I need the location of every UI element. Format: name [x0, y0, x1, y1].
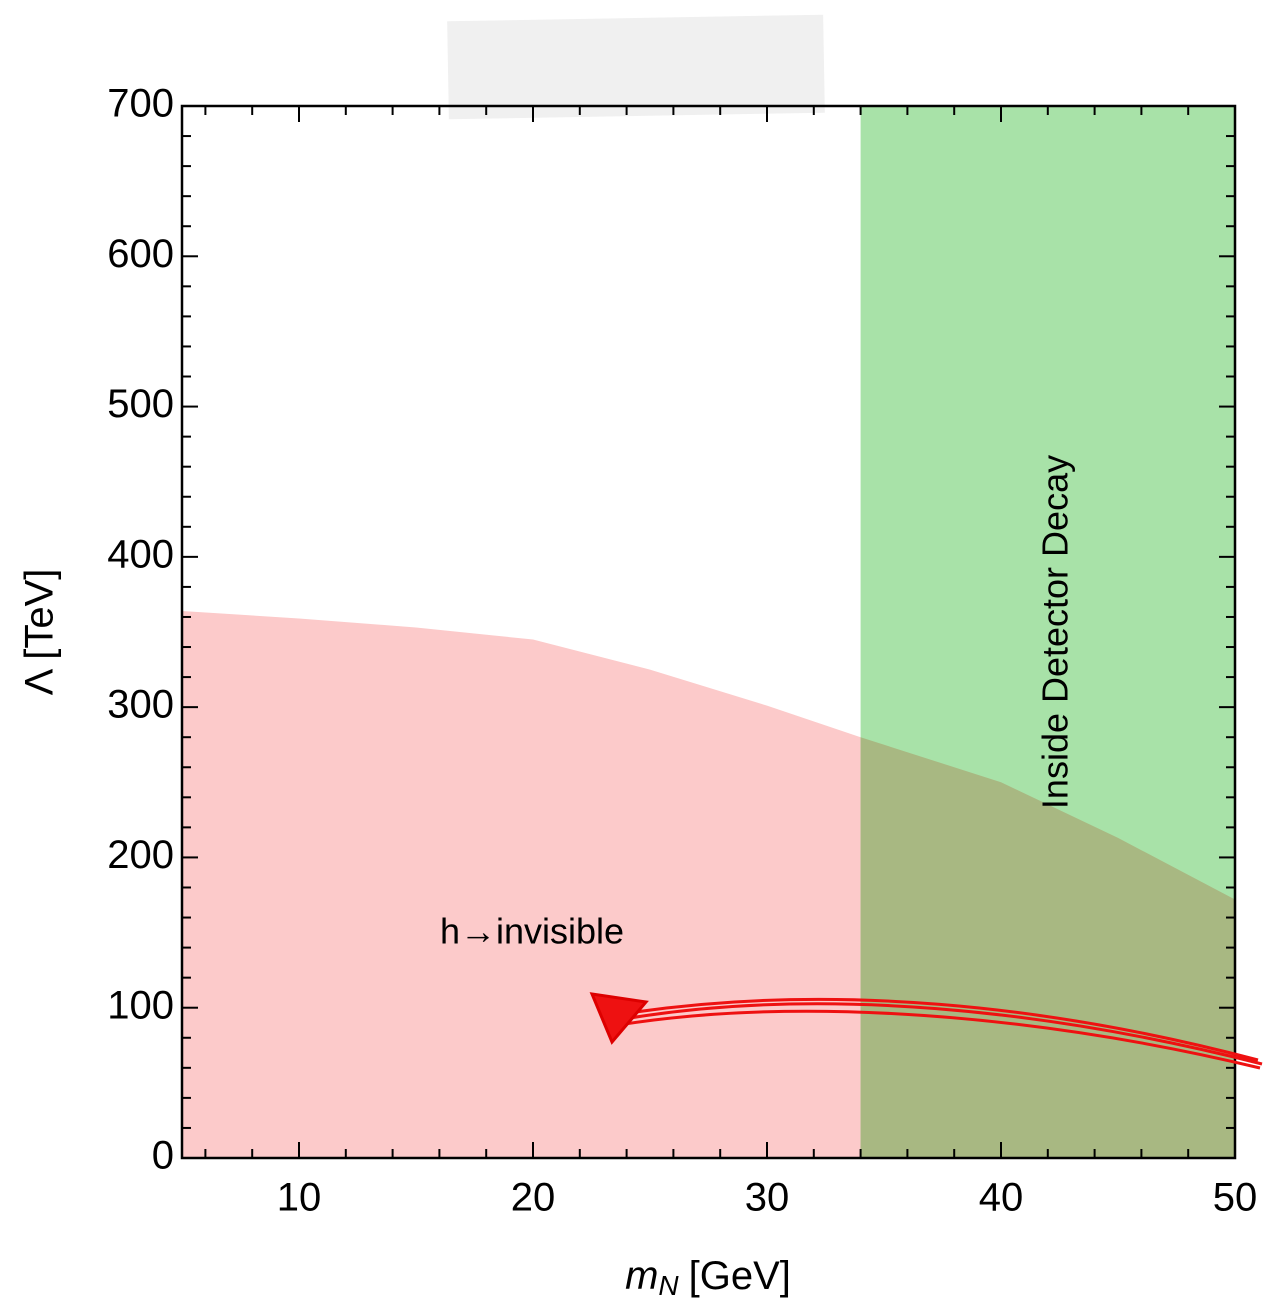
y-axis-label: Λ [TeV]	[18, 569, 62, 696]
plot-area	[182, 106, 1235, 1158]
x-label-subscript: N	[658, 1270, 679, 1301]
y-tick-label: 100	[107, 983, 174, 1027]
x-label-symbol: m	[625, 1254, 658, 1298]
y-tick-label: 400	[107, 532, 174, 576]
tape	[447, 14, 825, 120]
x-tick-label: 30	[745, 1176, 790, 1220]
overlap-area	[860, 737, 1235, 1158]
x-tick-label: 20	[511, 1176, 556, 1220]
annotation-arrow	[611, 997, 1263, 1070]
x-tick-label: 10	[277, 1176, 322, 1220]
x-axis-label: mN [GeV]	[625, 1254, 791, 1302]
frame	[180, 104, 1237, 1160]
x-label-unit: [GeV]	[689, 1254, 791, 1298]
y-tick-label: 300	[107, 683, 174, 727]
y-tick-label: 600	[107, 232, 174, 276]
band-label: Inside Detector Decay	[1034, 455, 1075, 809]
area-label: h→invisible	[440, 911, 624, 952]
x-tick-label: 40	[979, 1176, 1024, 1220]
y-tick-label: 0	[152, 1134, 174, 1178]
y-tick-label: 700	[107, 82, 174, 126]
y-tick-label: 500	[107, 382, 174, 426]
arrow-head	[589, 992, 649, 1045]
x-tick-label: 50	[1213, 1176, 1258, 1220]
y-tick-label: 200	[107, 833, 174, 877]
